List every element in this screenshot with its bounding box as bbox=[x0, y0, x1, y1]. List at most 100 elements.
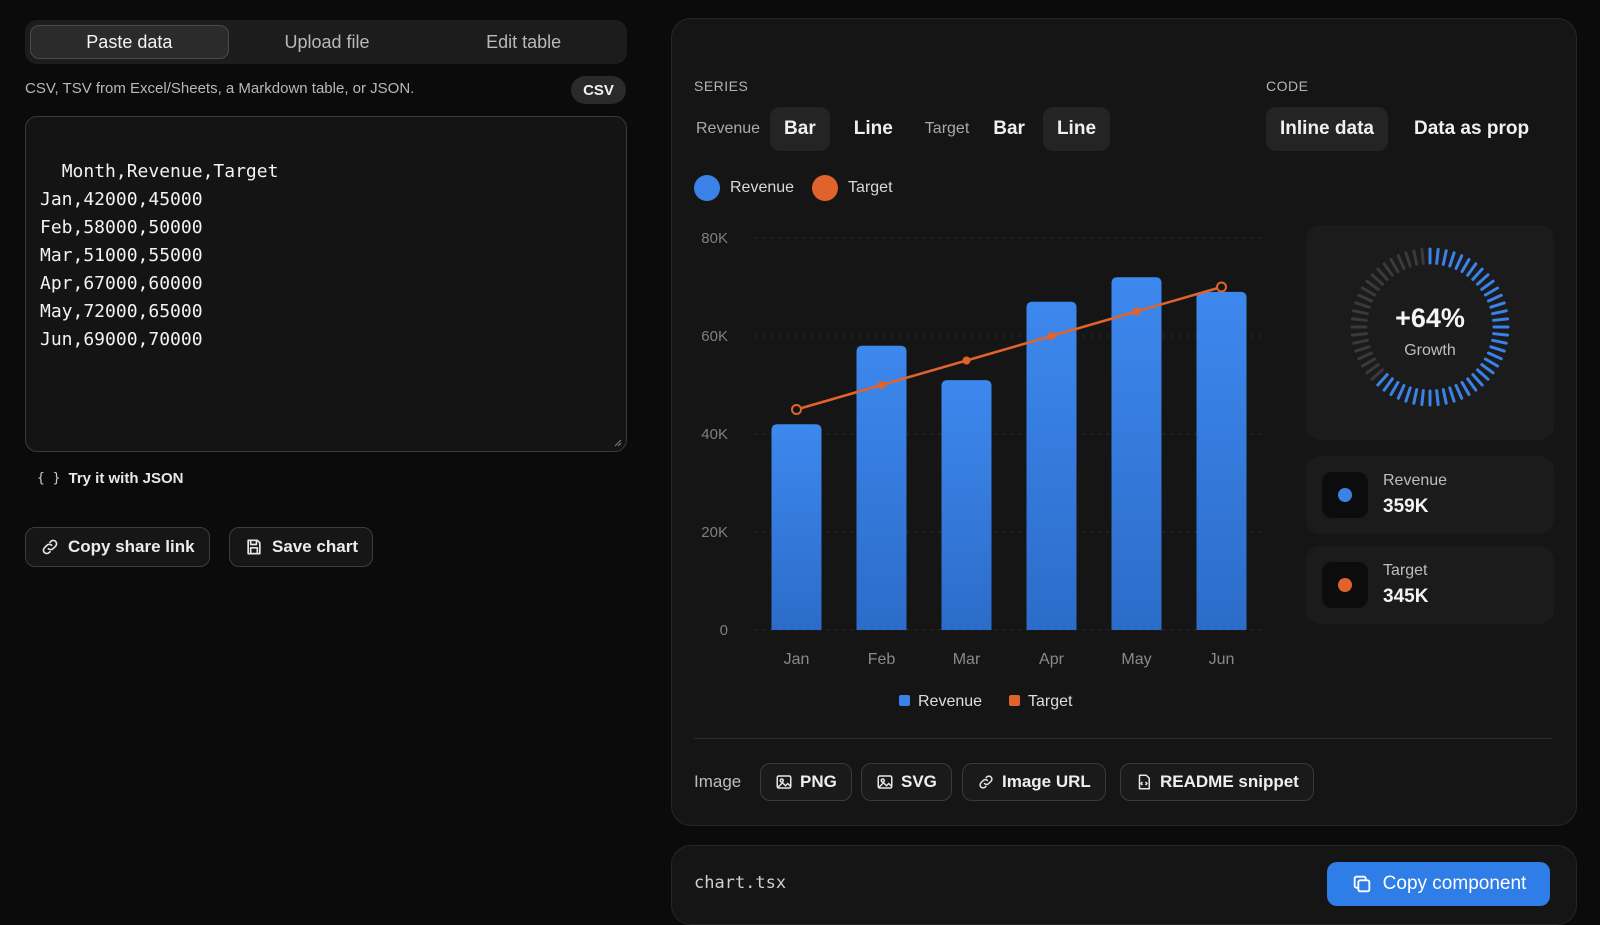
x-tick-label: Mar bbox=[953, 651, 981, 668]
growth-ring-tick bbox=[1471, 373, 1484, 387]
readme-snippet-label: README snippet bbox=[1160, 772, 1299, 791]
resize-handle-icon[interactable] bbox=[612, 437, 622, 447]
data-as-prop-toggle[interactable]: Data as prop bbox=[1413, 118, 1530, 139]
growth-ring-tick bbox=[1489, 301, 1506, 309]
target-point bbox=[877, 381, 886, 389]
growth-ring-tick bbox=[1492, 332, 1510, 337]
link-icon bbox=[979, 775, 993, 789]
try-json-label: Try it with JSON bbox=[68, 470, 184, 487]
y-tick-label: 40K bbox=[701, 426, 728, 443]
image-url-label: Image URL bbox=[1002, 772, 1091, 791]
copy-component-button[interactable]: Copy component bbox=[1327, 862, 1550, 906]
growth-label: Growth bbox=[1404, 342, 1456, 359]
image-icon bbox=[877, 775, 893, 789]
tab-upload-file[interactable]: Upload file bbox=[284, 31, 370, 52]
y-tick-label: 80K bbox=[701, 230, 728, 247]
legend-revenue-label: Revenue bbox=[918, 693, 982, 710]
growth-ring-tick bbox=[1360, 286, 1377, 297]
input-mode-tabs: Paste data Upload file Edit table bbox=[25, 20, 627, 64]
save-chart-button[interactable]: Save chart bbox=[229, 527, 373, 567]
growth-ring-tick bbox=[1435, 389, 1440, 407]
target-point bbox=[1047, 332, 1056, 340]
target-point bbox=[1216, 281, 1227, 293]
growth-ring-tick bbox=[1420, 389, 1425, 407]
growth-ring-tick bbox=[1441, 249, 1448, 266]
readme-snippet-button[interactable]: README snippet bbox=[1120, 763, 1314, 801]
growth-card: +64% Growth bbox=[1306, 225, 1554, 440]
data-textarea[interactable]: Month,Revenue,Target Jan,42000,45000 Feb… bbox=[25, 116, 627, 452]
target-bar-toggle[interactable]: Bar bbox=[993, 118, 1025, 139]
target-point bbox=[791, 404, 802, 415]
growth-ring-tick bbox=[1389, 257, 1400, 274]
copy-component-label: Copy component bbox=[1382, 873, 1527, 894]
braces-icon: { } bbox=[37, 471, 61, 486]
growth-ring-tick bbox=[1376, 373, 1389, 387]
growth-ring-tick bbox=[1454, 254, 1464, 271]
growth-ring-tick bbox=[1357, 293, 1374, 303]
png-label: PNG bbox=[800, 772, 837, 791]
growth-ring-tick bbox=[1448, 386, 1456, 403]
growth-ring-tick bbox=[1404, 386, 1412, 403]
x-tick-label: May bbox=[1121, 651, 1151, 668]
code-controls: Inline data Data as prop bbox=[1266, 107, 1543, 151]
x-tick-label: Jun bbox=[1209, 651, 1235, 668]
revenue-bar bbox=[856, 345, 907, 630]
growth-ring-tick bbox=[1441, 388, 1448, 405]
copy-share-label: Copy share link bbox=[68, 537, 195, 556]
growth-ring-tick bbox=[1412, 388, 1419, 405]
legend-revenue: Revenue bbox=[730, 179, 795, 196]
svg-label: SVG bbox=[901, 772, 937, 791]
image-url-button[interactable]: Image URL bbox=[962, 763, 1106, 801]
growth-ring-tick bbox=[1454, 383, 1464, 400]
tab-edit-table[interactable]: Edit table bbox=[486, 31, 562, 52]
target-point bbox=[962, 356, 971, 365]
growth-ring-tick bbox=[1483, 357, 1500, 368]
growth-ring-tick bbox=[1370, 273, 1384, 286]
revenue-stat-value: 359K bbox=[1383, 496, 1429, 517]
revenue-swatch[interactable] bbox=[694, 175, 720, 201]
growth-ring-tick bbox=[1483, 286, 1500, 297]
growth-ring-tick bbox=[1350, 317, 1368, 322]
try-json-link[interactable]: { } Try it with JSON bbox=[37, 470, 184, 487]
growth-ring-tick bbox=[1476, 273, 1490, 286]
legend-target-swatch bbox=[1009, 695, 1020, 706]
copy-share-link-button[interactable]: Copy share link bbox=[25, 527, 210, 567]
growth-ring-tick bbox=[1486, 293, 1503, 303]
code-filename: chart.tsx bbox=[694, 873, 787, 893]
inline-data-toggle[interactable]: Inline data bbox=[1266, 107, 1388, 151]
revenue-stat-icon bbox=[1322, 472, 1368, 518]
revenue-stat-name: Revenue bbox=[1383, 472, 1448, 489]
revenue-bar bbox=[941, 380, 992, 630]
revenue-stat-card: Revenue 359K bbox=[1306, 456, 1554, 534]
revenue-bar bbox=[1111, 277, 1162, 630]
growth-ring-tick bbox=[1491, 338, 1508, 345]
growth-ring-tick bbox=[1354, 345, 1371, 353]
target-line-toggle[interactable]: Line bbox=[1042, 107, 1111, 151]
growth-ring-tick bbox=[1365, 363, 1380, 375]
target-stat-name: Target bbox=[1383, 562, 1428, 579]
growth-ring-tick bbox=[1460, 380, 1471, 397]
growth-ring-tick bbox=[1489, 345, 1506, 353]
y-tick-label: 60K bbox=[701, 328, 728, 345]
revenue-line-toggle[interactable]: Line bbox=[853, 118, 893, 139]
format-badge: CSV bbox=[571, 76, 626, 104]
file-code-icon bbox=[1138, 774, 1150, 790]
export-svg-button[interactable]: SVG bbox=[861, 763, 952, 801]
growth-ring-tick bbox=[1357, 351, 1374, 361]
growth-ring-tick bbox=[1448, 251, 1456, 268]
revenue-bar-toggle[interactable]: Bar bbox=[770, 107, 830, 151]
growth-ring-tick bbox=[1460, 257, 1471, 274]
growth-ring-tick bbox=[1352, 309, 1369, 316]
growth-ring-tick bbox=[1360, 357, 1377, 368]
growth-ring-tick bbox=[1420, 247, 1425, 265]
growth-ring-tick bbox=[1471, 267, 1484, 281]
growth-ring-tick bbox=[1480, 363, 1495, 375]
series-title: SERIES bbox=[694, 78, 749, 94]
growth-ring-tick bbox=[1404, 251, 1412, 268]
export-png-button[interactable]: PNG bbox=[760, 763, 852, 801]
save-icon bbox=[247, 539, 261, 555]
export-label: Image bbox=[694, 772, 742, 791]
tab-paste-data[interactable]: Paste data bbox=[30, 25, 229, 59]
target-swatch[interactable] bbox=[812, 175, 839, 201]
legend-target: Target bbox=[848, 179, 893, 196]
